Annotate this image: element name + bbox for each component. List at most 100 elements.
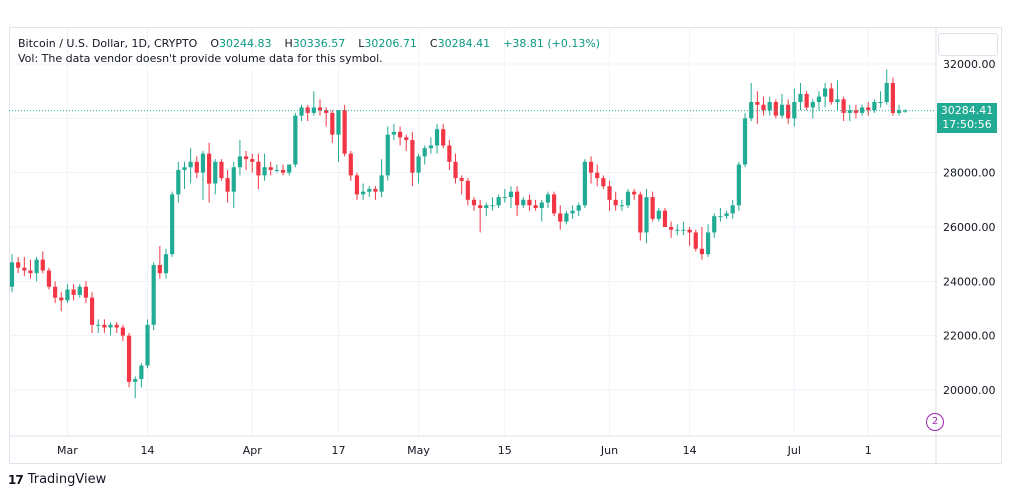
- candle: [46, 267, 52, 290]
- candle: [53, 281, 58, 304]
- candle: [835, 80, 840, 111]
- candle-body: [274, 169, 279, 171]
- candle: [139, 362, 144, 388]
- symbol-title[interactable]: Bitcoin / U.S. Dollar, 1D, CRYPTO: [18, 37, 198, 50]
- candle: [841, 96, 846, 122]
- candle: [884, 69, 889, 105]
- high-value: 30336.57: [292, 37, 346, 50]
- candle: [878, 91, 883, 108]
- candle-body: [761, 104, 766, 111]
- candle: [293, 112, 298, 168]
- candle-body: [108, 324, 113, 328]
- candle-body: [699, 248, 705, 255]
- candle-body: [508, 191, 514, 198]
- candle-body: [219, 161, 224, 179]
- tradingview-logo-text: TradingView: [27, 472, 107, 487]
- chart-settings-box[interactable]: [938, 33, 998, 56]
- candle: [59, 292, 64, 312]
- candle-body: [767, 102, 772, 111]
- candle: [422, 145, 427, 165]
- candle-body: [687, 229, 692, 233]
- candle: [515, 186, 520, 217]
- candle-body: [619, 205, 624, 207]
- candle: [176, 161, 181, 203]
- candle-body: [896, 110, 902, 113]
- candle-body: [324, 110, 329, 113]
- candle: [157, 246, 162, 279]
- candle-body: [40, 259, 45, 271]
- candle: [521, 197, 526, 208]
- candle-body: [317, 107, 323, 111]
- candle-body: [841, 99, 846, 113]
- candle-body: [77, 286, 82, 295]
- candle-body: [120, 327, 125, 336]
- candle: [305, 104, 310, 122]
- x-tick-label: Apr: [243, 444, 263, 457]
- candle-body: [348, 153, 353, 176]
- candle: [478, 199, 483, 233]
- candle-body: [114, 324, 119, 328]
- candle-body: [866, 107, 871, 111]
- candle-body: [662, 210, 668, 227]
- candle: [151, 262, 156, 331]
- candle: [853, 104, 859, 119]
- candle: [361, 183, 366, 200]
- candle: [693, 229, 698, 252]
- candle-body: [749, 102, 754, 119]
- candle: [847, 104, 852, 122]
- candle: [83, 281, 89, 304]
- candle-body: [884, 83, 889, 103]
- x-tick-label: May: [407, 444, 430, 457]
- last-price-value: 30284.41: [940, 104, 994, 117]
- candle-body: [434, 129, 440, 146]
- candle-body: [145, 324, 150, 366]
- candle-body: [16, 262, 21, 268]
- tradingview-logo[interactable]: 17 TradingView: [8, 472, 106, 487]
- candle: [607, 180, 612, 211]
- candle: [558, 205, 563, 230]
- candle: [71, 284, 76, 301]
- candle-body: [681, 229, 686, 231]
- candle-body: [262, 167, 267, 176]
- candle-body: [268, 167, 273, 170]
- chart-frame: [9, 27, 1002, 464]
- candle-body: [459, 178, 464, 181]
- candle: [705, 224, 711, 257]
- candle-body: [213, 161, 218, 184]
- candle: [761, 96, 766, 116]
- candle-body: [200, 153, 206, 173]
- candle-body: [545, 194, 551, 203]
- candle-body: [237, 156, 243, 168]
- y-axis-labels: 20000.00 22000.00 24000.00 26000.00 28000.00…: [943, 58, 996, 397]
- candle-body: [595, 172, 600, 179]
- candle: [237, 140, 243, 176]
- candle-body: [478, 205, 483, 208]
- candle: [496, 194, 501, 208]
- candle: [170, 191, 175, 257]
- candle-body: [163, 254, 169, 274]
- candle: [336, 110, 341, 162]
- candle: [385, 126, 390, 181]
- candle: [502, 188, 507, 203]
- candle: [675, 224, 680, 236]
- candle-body: [496, 197, 501, 206]
- candle-body: [441, 129, 446, 146]
- candle-body: [22, 267, 27, 271]
- candle-body: [533, 205, 538, 208]
- candle-body: [712, 216, 717, 233]
- candle-body: [71, 289, 76, 295]
- y-tick-label: 26000.00: [943, 221, 996, 234]
- events-badge[interactable]: 2: [926, 413, 944, 431]
- candle-body: [650, 197, 655, 219]
- candle-body: [311, 107, 316, 113]
- candle: [373, 186, 378, 200]
- y-tick-label: 24000.00: [943, 275, 996, 288]
- open-label: O: [210, 37, 219, 50]
- candle-body: [231, 167, 236, 192]
- candle: [767, 96, 772, 116]
- candle-body: [798, 93, 803, 103]
- candle: [896, 104, 902, 116]
- x-tick-label: 14: [141, 444, 155, 457]
- candle: [724, 210, 729, 219]
